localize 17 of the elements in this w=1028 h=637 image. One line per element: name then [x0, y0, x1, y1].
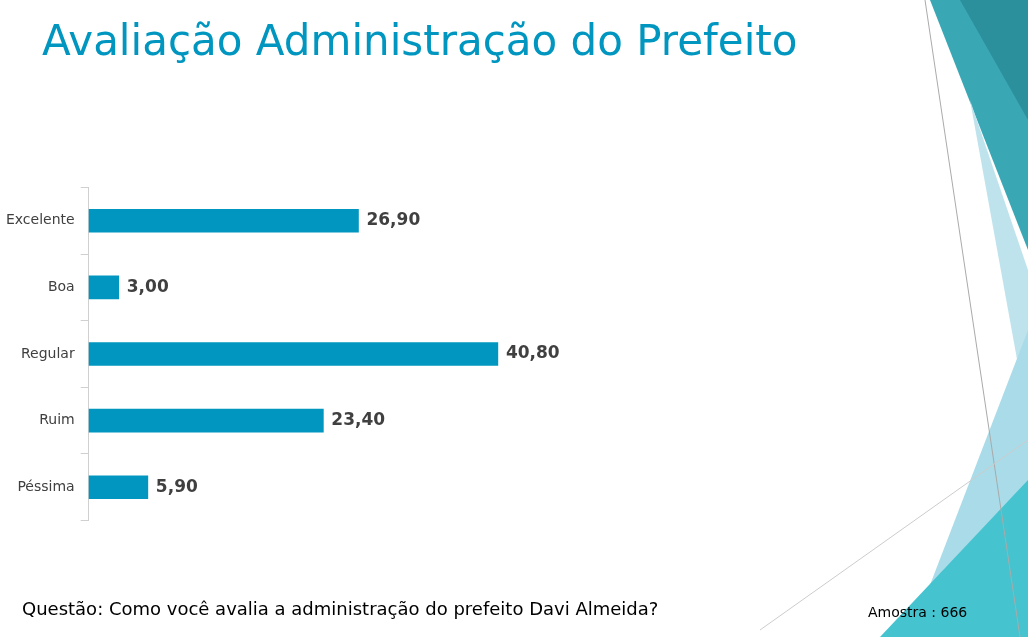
y-tick-label: Excelente	[5, 211, 75, 228]
data-label: 23,40	[331, 409, 386, 430]
bar	[88, 408, 324, 433]
chart-title: Avaliação Administração do Prefeito	[42, 16, 798, 65]
bar	[88, 342, 499, 366]
y-tick-label: Boa	[47, 278, 75, 294]
y-tick-label: Péssima	[17, 477, 75, 494]
data-label: 26,90	[366, 209, 421, 230]
data-label: 40,80	[505, 342, 560, 363]
text: Questão: Como você avalia a administração do prefeito Davi Almeida?	[22, 598, 659, 619]
y-tick-label: Ruim	[39, 411, 75, 428]
data-label: 5,90	[155, 475, 198, 496]
bar	[88, 208, 359, 233]
bar	[88, 275, 120, 300]
data-label: 3,00	[126, 275, 169, 296]
y-tick-label: Regular	[20, 344, 75, 361]
bar	[88, 475, 149, 500]
